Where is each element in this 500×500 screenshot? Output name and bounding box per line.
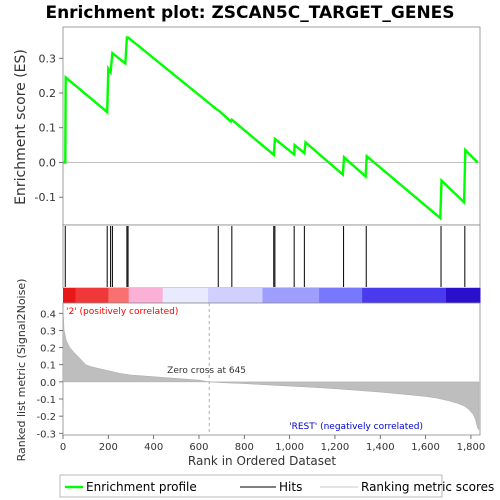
es-tick-label: 0.2 [39,87,57,100]
heat-segment [162,288,209,303]
es-tick-label: 0.1 [39,122,57,135]
x-tick-label: 1,200 [321,442,350,453]
es-tick-label: 0.0 [39,156,57,169]
metric-panel [62,302,481,436]
heat-segment [128,288,164,303]
ranking-heat-band [63,288,481,303]
x-tick-label: 800 [235,442,254,453]
metric-tick-label: 0.4 [40,309,56,320]
hits-panel [62,224,481,289]
metric-axis: 0.4 0.3 0.2 0.1 0.0 -0.1 -0.2 -0.3 [36,309,63,440]
x-tick-label: 400 [144,442,163,453]
x-tick-label: 600 [189,442,208,453]
x-axis: 0 200 400 600 800 1,000 1,200 1,400 1,600 1,800 [60,435,485,453]
metric-tick-label: 0.3 [40,326,56,337]
heat-segment [362,288,447,303]
es-axis: 0.3 0.2 0.1 0.0 -0.1 [35,52,63,204]
legend-label: Hits [279,480,302,494]
es-axis-label: Enrichment score (ES) [13,49,29,205]
x-tick-label: 1,000 [275,442,304,453]
x-tick-label: 1,400 [366,442,395,453]
es-tick-label: 0.3 [39,52,57,65]
legend-label: Ranking metric scores [361,480,494,494]
metric-tick-label: 0.1 [40,361,56,372]
heat-segment [262,288,320,303]
metric-axis-label: Ranked list metric (Signal2Noise) [15,279,28,462]
chart-title: Enrichment plot: ZSCAN5C_TARGET_GENES [45,3,454,23]
legend-box [59,474,443,498]
legend-label: Enrichment profile [86,480,197,494]
x-tick-label: 1,600 [411,442,440,453]
legend: Enrichment profile Hits Ranking metric sco… [65,480,494,494]
metric-tick-label: 0.0 [40,378,56,389]
ranking-metric-area [62,306,480,431]
heat-segment [75,288,109,303]
enrichment-profile-line [63,36,479,221]
heat-segment [208,288,263,303]
negative-label: 'REST' (negatively correlated) [289,422,423,432]
metric-tick-label: -0.3 [36,429,56,440]
heat-segment [319,288,363,303]
metric-tick-label: -0.1 [36,395,56,406]
x-tick-label: 1,800 [457,442,486,453]
heat-segment [446,288,481,303]
zero-cross-label: Zero cross at 645 [167,366,246,376]
heat-segment [108,288,130,303]
metric-tick-label: 0.2 [40,344,56,355]
hit-marks [64,226,466,287]
x-tick-label: 0 [60,442,66,453]
metric-tick-label: -0.2 [36,412,56,423]
positive-label: '2' (positively correlated) [66,307,178,317]
x-tick-label: 200 [99,442,118,453]
heat-segment [63,288,76,303]
es-tick-label: -0.1 [35,191,56,204]
x-axis-label: Rank in Ordered Dataset [188,454,336,468]
